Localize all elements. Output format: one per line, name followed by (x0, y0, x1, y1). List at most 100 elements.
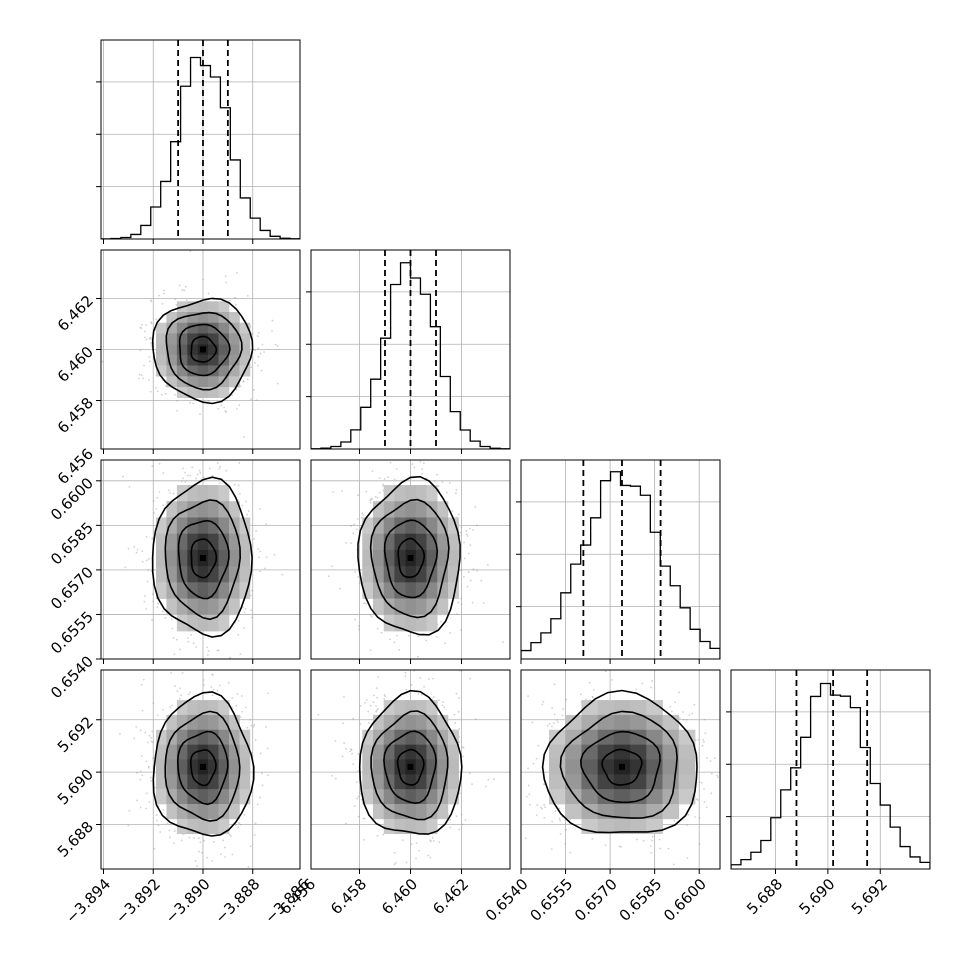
scatter-point (649, 845, 652, 847)
scatter-point (199, 471, 202, 474)
density-cell (155, 354, 167, 366)
scatter-point (267, 774, 270, 777)
scatter-point (376, 709, 378, 712)
scatter-point (450, 661, 452, 663)
scatter-point (235, 388, 238, 391)
scatter-point (553, 713, 556, 716)
scatter-point (415, 842, 418, 845)
scatter-point (449, 632, 452, 634)
scatter-point (223, 406, 226, 409)
scatter-point (535, 757, 538, 760)
panel-2-1 (310, 445, 511, 664)
scatter-point (429, 839, 432, 842)
scatter-point (651, 835, 654, 838)
density-cell (197, 818, 209, 835)
scatter-point (412, 445, 414, 447)
scatter-point (231, 853, 234, 856)
density-cell (613, 789, 631, 805)
scatter-point (670, 710, 673, 713)
density-cell (208, 354, 219, 366)
panel-content-3-1 (311, 661, 510, 869)
scatter-point (216, 462, 219, 464)
scatter-point (220, 404, 223, 407)
scatter-point (459, 531, 462, 534)
scatter-point (259, 550, 262, 553)
scatter-point (245, 706, 247, 709)
scatter-point (150, 300, 153, 303)
scatter-point (579, 693, 582, 696)
scatter-point (443, 706, 446, 709)
density-cell (208, 774, 219, 790)
scatter-point (552, 722, 555, 724)
density-cell (187, 354, 199, 366)
scatter-point (357, 795, 360, 798)
density-cell (239, 744, 251, 760)
scatter-point (419, 677, 422, 679)
density-cell (218, 533, 230, 551)
scatter-point (458, 728, 461, 730)
scatter-point (628, 870, 630, 872)
density-cell (426, 759, 438, 775)
density-cell (372, 582, 384, 599)
scatter-point (156, 606, 159, 609)
scatter-point (618, 845, 621, 848)
scatter-point (453, 713, 456, 716)
scatter-point (710, 772, 713, 775)
density-cell (565, 803, 582, 820)
density-cell (166, 744, 178, 760)
scatter-point (191, 466, 194, 469)
scatter-point (703, 788, 705, 790)
scatter-point (678, 717, 681, 720)
scatter-point (235, 272, 238, 274)
scatter-point (162, 708, 164, 711)
density-cell (229, 582, 240, 599)
scatter-point (388, 668, 390, 670)
density-cell (208, 803, 219, 820)
scatter-point (651, 680, 654, 682)
scatter-point (138, 377, 140, 380)
scatter-point (136, 548, 139, 551)
scatter-point (260, 369, 263, 372)
density-cell (383, 614, 395, 632)
density-cell (176, 517, 188, 535)
density-cell (405, 485, 417, 502)
density-cell (394, 517, 406, 535)
scatter-point (150, 341, 153, 344)
density-cell (218, 803, 230, 820)
scatter-point (617, 667, 619, 669)
scatter-point (460, 603, 463, 606)
scatter-point (449, 826, 452, 829)
density-cell (229, 803, 240, 820)
density-cell (613, 803, 631, 820)
density-cell (155, 789, 167, 805)
scatter-point (710, 792, 713, 795)
density-cell (630, 744, 647, 760)
density-cell (662, 714, 680, 731)
scatter-point (466, 535, 469, 537)
scatter-point (245, 500, 248, 503)
contour-level-3 (151, 476, 253, 638)
density-cell (426, 533, 438, 551)
density-cell (218, 485, 230, 502)
scatter-point (706, 757, 709, 760)
scatter-point (151, 730, 153, 733)
density-cell (437, 598, 449, 616)
scatter-point (253, 834, 256, 836)
density-cell (426, 818, 438, 835)
scatter-point (155, 814, 158, 816)
density-cell (239, 344, 251, 356)
density-cell (229, 759, 240, 775)
panel-content-3-2 (521, 667, 720, 872)
scatter-point (145, 760, 148, 763)
scatter-point (264, 567, 266, 570)
density-cell (394, 582, 406, 599)
scatter-point (429, 856, 432, 859)
density-cell (208, 614, 219, 632)
density-cell (678, 789, 696, 805)
scatter-point (180, 872, 182, 874)
scatter-point (441, 704, 444, 707)
scatter-point (463, 557, 466, 560)
density-cell (218, 376, 230, 388)
scatter-point (698, 781, 701, 784)
scatter-point (217, 659, 219, 661)
